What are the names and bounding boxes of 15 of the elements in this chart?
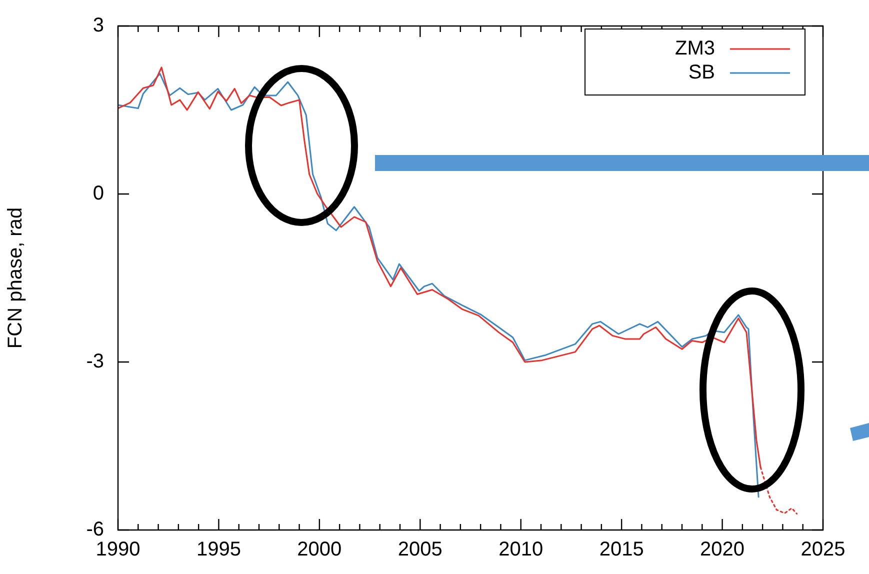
x-tick-label: 1995	[196, 538, 241, 561]
y-tick-label: 3	[92, 14, 104, 37]
x-tick-label: 2010	[498, 538, 544, 561]
legend-label: SB	[688, 62, 715, 84]
y-axis-title: FCN phase, rad	[4, 207, 27, 349]
y-tick-label: 0	[92, 182, 104, 205]
y-tick-label: -6	[86, 518, 104, 541]
x-tick-label: 2000	[297, 538, 342, 561]
x-tick-label: 2025	[800, 538, 846, 561]
legend-label: ZM3	[675, 38, 715, 60]
x-tick-label: 2015	[599, 538, 644, 561]
x-tick-label: 2020	[700, 538, 745, 561]
x-tick-label: 2005	[398, 538, 442, 561]
y-tick-label: -3	[86, 350, 104, 373]
x-tick-label: 1990	[96, 538, 140, 561]
